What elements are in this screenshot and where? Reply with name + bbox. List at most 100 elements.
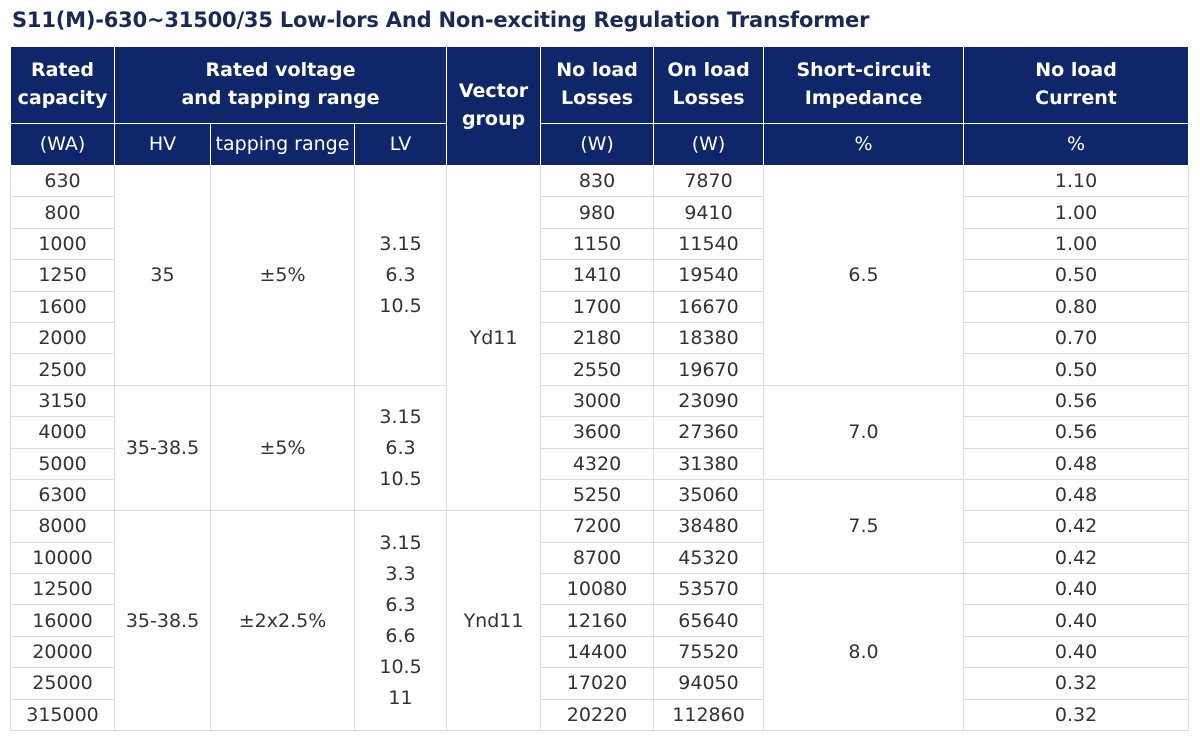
on-load-losses-cell: 16670 bbox=[653, 290, 765, 323]
header-row: Rated capacity Rated voltage and tapping… bbox=[10, 46, 1190, 166]
unit-tapping: tapping range bbox=[210, 123, 355, 166]
capacity-cell: 1250 bbox=[10, 259, 115, 292]
current-cell: 0.40 bbox=[963, 604, 1190, 637]
impedance-cell: 7.5 bbox=[763, 478, 965, 575]
capacity-cell: 1000 bbox=[10, 227, 115, 261]
header-no-load-losses-line1: No load bbox=[556, 59, 638, 82]
no-load-losses-cell: 2180 bbox=[540, 321, 655, 355]
current-cell: 0.42 bbox=[963, 541, 1190, 575]
capacity-cell: 1600 bbox=[10, 290, 115, 323]
header-impedance-line2: Impedance bbox=[804, 87, 923, 109]
unit-no-load-losses: (W) bbox=[540, 123, 655, 166]
capacity-cell: 2500 bbox=[10, 353, 115, 386]
table-row: 4000 3600 27360 0.56 bbox=[10, 416, 1190, 449]
header-on-load-losses-line2: Losses bbox=[672, 87, 745, 109]
no-load-losses-cell: 3000 bbox=[540, 384, 655, 418]
capacity-cell: 4000 bbox=[10, 416, 115, 449]
header-rated-capacity-line1: Rated bbox=[30, 59, 95, 82]
no-load-losses-cell: 1700 bbox=[540, 290, 655, 323]
on-load-losses-cell: 75520 bbox=[653, 635, 765, 669]
unit-on-load-losses: (W) bbox=[653, 123, 765, 166]
capacity-cell: 630 bbox=[10, 164, 115, 198]
no-load-losses-cell: 5250 bbox=[540, 478, 655, 512]
header-no-load-losses-line2: Losses bbox=[561, 87, 634, 109]
lv-value: 10.5 bbox=[379, 467, 422, 490]
lv-value: 10.5 bbox=[379, 655, 422, 678]
current-cell: 0.56 bbox=[963, 416, 1190, 449]
current-cell: 0.32 bbox=[963, 667, 1190, 700]
no-load-losses-cell: 3600 bbox=[540, 416, 655, 449]
no-load-losses-cell: 8700 bbox=[540, 541, 655, 575]
current-cell: 0.40 bbox=[963, 635, 1190, 669]
tapping-cell: ±5% bbox=[210, 165, 355, 386]
hv-cell: 35-38.5 bbox=[114, 384, 211, 512]
unit-current: % bbox=[963, 123, 1190, 166]
lv-cell: 3.15 3.3 6.3 6.6 10.5 11 bbox=[353, 510, 448, 732]
lv-value: 11 bbox=[388, 686, 413, 709]
on-load-losses-cell: 27360 bbox=[653, 416, 765, 449]
on-load-losses-cell: 18380 bbox=[653, 321, 765, 355]
on-load-losses-cell: 112860 bbox=[653, 698, 765, 732]
table-row: 1250 1410 19540 0.50 bbox=[10, 259, 1190, 292]
no-load-losses-cell: 1150 bbox=[540, 227, 655, 261]
current-cell: 0.40 bbox=[963, 573, 1190, 606]
lv-value: 6.3 bbox=[385, 263, 416, 286]
current-cell: 0.56 bbox=[963, 384, 1190, 418]
table-row: 2500 2550 19670 0.50 bbox=[10, 353, 1190, 386]
lv-value: 3.15 bbox=[379, 405, 422, 428]
lv-cell: 3.15 6.3 10.5 bbox=[353, 384, 448, 512]
unit-row: (WA) HV tapping range LV (W) (W) % % bbox=[10, 123, 1190, 166]
vector-group-cell: Ynd11 bbox=[446, 510, 542, 732]
hv-cell: 35 bbox=[114, 165, 211, 386]
header-rated-voltage-line2: and tapping range bbox=[181, 87, 380, 109]
on-load-losses-cell: 38480 bbox=[653, 510, 765, 543]
lv-value: 3.15 bbox=[379, 232, 422, 255]
lv-cell: 3.15 6.3 10.5 bbox=[353, 165, 448, 386]
current-cell: 0.70 bbox=[963, 321, 1190, 355]
on-load-losses-cell: 19670 bbox=[653, 353, 765, 386]
table-row: 1600 1700 16670 0.80 bbox=[10, 290, 1190, 323]
capacity-cell: 16000 bbox=[10, 604, 115, 637]
impedance-cell: 6.5 bbox=[763, 165, 965, 386]
capacity-cell: 10000 bbox=[10, 541, 115, 575]
on-load-losses-cell: 65640 bbox=[653, 604, 765, 637]
unit-impedance: % bbox=[763, 123, 965, 166]
capacity-cell: 12500 bbox=[10, 573, 115, 606]
impedance-cell: 8.0 bbox=[763, 573, 965, 732]
hv-cell: 35-38.5 bbox=[114, 510, 211, 732]
table-row: 2000 2180 18380 0.70 bbox=[10, 321, 1190, 355]
capacity-cell: 6300 bbox=[10, 478, 115, 512]
lv-value: 10.5 bbox=[379, 294, 422, 317]
current-cell: 0.48 bbox=[963, 447, 1190, 480]
no-load-losses-cell: 20220 bbox=[540, 698, 655, 732]
on-load-losses-cell: 19540 bbox=[653, 259, 765, 292]
on-load-losses-cell: 9410 bbox=[653, 196, 765, 229]
table-row: 800 980 9410 1.00 bbox=[10, 196, 1190, 229]
capacity-cell: 3150 bbox=[10, 384, 115, 418]
lv-value: 6.3 bbox=[385, 593, 416, 616]
header-no-load-current-line1: No load bbox=[1035, 59, 1117, 82]
no-load-losses-cell: 14400 bbox=[540, 635, 655, 669]
current-cell: 0.80 bbox=[963, 290, 1190, 323]
capacity-cell: 25000 bbox=[10, 667, 115, 700]
lv-value: 6.3 bbox=[385, 436, 416, 459]
lv-value: 3.15 bbox=[379, 531, 422, 554]
table-row: 10000 8700 45320 0.42 bbox=[10, 541, 1190, 575]
capacity-cell: 800 bbox=[10, 196, 115, 229]
table-row: 3150 35-38.5 ±5% 3.15 6.3 10.5 3000 2309… bbox=[10, 384, 1190, 512]
no-load-losses-cell: 10080 bbox=[540, 573, 655, 606]
table-row: 5000 4320 31380 0.48 bbox=[10, 447, 1190, 480]
capacity-cell: 20000 bbox=[10, 635, 115, 669]
header-vector-group-line2: group bbox=[461, 108, 526, 130]
no-load-losses-cell: 7200 bbox=[540, 510, 655, 543]
current-cell: 1.00 bbox=[963, 196, 1190, 229]
table-row: 630 35 ±5% 3.15 6.3 10.5 Yd11 830 7870 6… bbox=[10, 164, 1190, 512]
no-load-losses-cell: 4320 bbox=[540, 447, 655, 480]
header-rated-capacity-line2: capacity bbox=[17, 87, 108, 109]
on-load-losses-cell: 11540 bbox=[653, 227, 765, 261]
on-load-losses-cell: 31380 bbox=[653, 447, 765, 480]
capacity-cell: 2000 bbox=[10, 321, 115, 355]
spec-table: Rated capacity Rated voltage and tapping… bbox=[10, 46, 1190, 732]
table-row: 16000 12160 65640 0.40 bbox=[10, 604, 1190, 637]
current-cell: 0.42 bbox=[963, 510, 1190, 543]
